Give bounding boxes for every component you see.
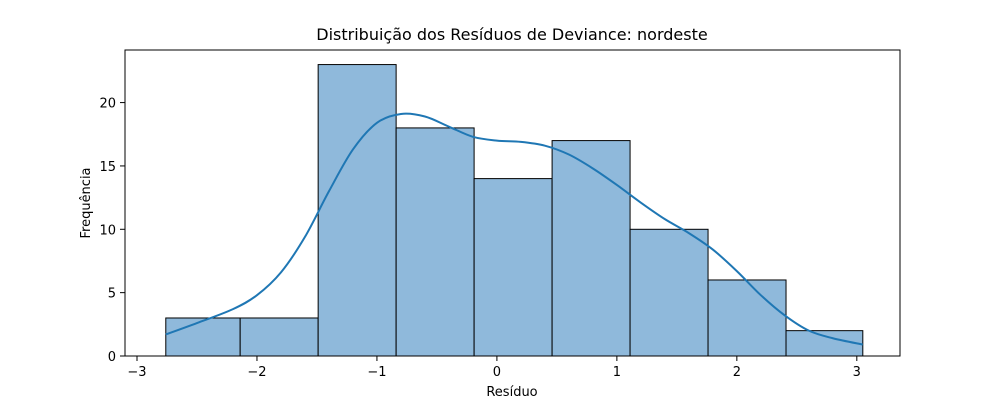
- histogram-bar-5: [473, 178, 553, 357]
- plot-frame: [124, 49, 901, 357]
- x-axis-ticks: −3 −2 −1 0 1 2 3: [127, 356, 861, 380]
- histogram-bar-8: [707, 279, 787, 357]
- y-tick-label: 10: [99, 223, 116, 238]
- histogram-bar-3: [317, 64, 397, 357]
- histogram-bar-4: [395, 127, 475, 357]
- y-axis-ticks: 0 5 10 15 20: [99, 97, 125, 365]
- x-axis-label: Resíduo: [486, 385, 537, 400]
- histogram-bar-7: [629, 228, 709, 357]
- x-tick-label: 0: [493, 365, 501, 380]
- histogram-bar-1: [165, 317, 241, 357]
- x-tick-label: −2: [247, 365, 266, 380]
- histogram-bar-9: [785, 330, 864, 357]
- x-tick-label: −3: [127, 365, 146, 380]
- histogram-bar-6: [551, 140, 631, 357]
- chart-title: Distribuição dos Resíduos de Deviance: n…: [316, 25, 707, 44]
- y-axis-label: Frequência: [79, 167, 94, 238]
- histogram-bar-2: [239, 317, 319, 357]
- kde-curve: [165, 112, 864, 346]
- x-tick-label: 2: [733, 365, 741, 380]
- y-tick-label: 15: [99, 160, 116, 175]
- x-tick-label: 1: [613, 365, 621, 380]
- y-tick-label: 5: [108, 287, 116, 302]
- y-tick-label: 0: [108, 350, 116, 365]
- x-tick-label: 3: [853, 365, 861, 380]
- y-tick-label: 20: [99, 97, 116, 112]
- histogram-bars: [165, 64, 864, 357]
- x-tick-label: −1: [367, 365, 386, 380]
